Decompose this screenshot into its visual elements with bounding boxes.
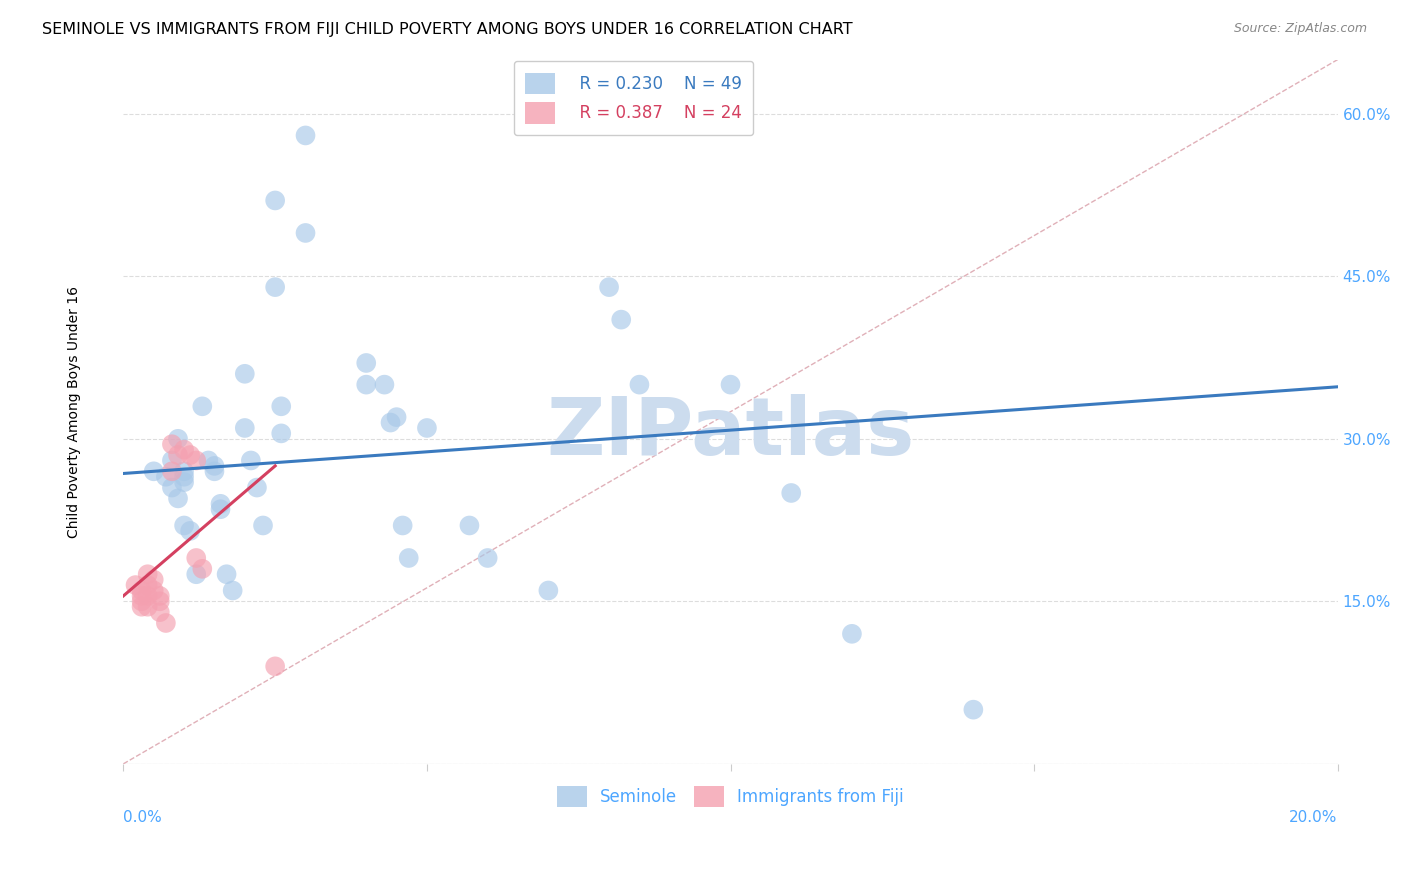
Point <box>598 280 620 294</box>
Point <box>197 453 219 467</box>
Point <box>270 399 292 413</box>
Text: SEMINOLE VS IMMIGRANTS FROM FIJI CHILD POVERTY AMONG BOYS UNDER 16 CORRELATION C: SEMINOLE VS IMMIGRANTS FROM FIJI CHILD P… <box>42 22 853 37</box>
Point <box>186 551 208 566</box>
Point <box>239 453 262 467</box>
Point <box>131 599 153 614</box>
Point <box>628 377 651 392</box>
Text: Source: ZipAtlas.com: Source: ZipAtlas.com <box>1233 22 1367 36</box>
Point <box>191 399 214 413</box>
Point <box>233 367 256 381</box>
Point <box>131 589 153 603</box>
Point <box>136 599 159 614</box>
Point <box>167 491 190 506</box>
Point <box>155 469 177 483</box>
Point <box>398 551 420 566</box>
Point <box>264 280 287 294</box>
Point <box>160 437 183 451</box>
Point <box>294 226 316 240</box>
Point <box>160 481 183 495</box>
Point <box>416 421 439 435</box>
Point <box>610 312 633 326</box>
Text: Child Poverty Among Boys Under 16: Child Poverty Among Boys Under 16 <box>67 285 82 538</box>
Point <box>204 464 226 478</box>
Point <box>458 518 481 533</box>
Point <box>160 464 183 478</box>
Point <box>354 377 377 392</box>
Point <box>209 497 232 511</box>
Point <box>385 410 408 425</box>
Point <box>149 589 172 603</box>
Text: 20.0%: 20.0% <box>1289 810 1337 824</box>
Point <box>173 518 195 533</box>
Point <box>149 594 172 608</box>
Point <box>391 518 413 533</box>
Text: ZIPatlas: ZIPatlas <box>547 394 915 472</box>
Point <box>380 416 402 430</box>
Legend: Seminole, Immigrants from Fiji: Seminole, Immigrants from Fiji <box>546 774 915 819</box>
Point <box>173 469 195 483</box>
Point <box>136 589 159 603</box>
Point <box>233 421 256 435</box>
Point <box>537 583 560 598</box>
Point <box>131 594 153 608</box>
Point <box>252 518 274 533</box>
Point <box>167 448 190 462</box>
Point <box>173 475 195 490</box>
Point <box>373 377 395 392</box>
Point <box>191 562 214 576</box>
Point <box>780 486 803 500</box>
Point <box>173 442 195 457</box>
Point <box>264 194 287 208</box>
Point <box>136 578 159 592</box>
Point <box>294 128 316 143</box>
Point <box>264 659 287 673</box>
Point <box>246 481 269 495</box>
Point <box>155 615 177 630</box>
Point <box>204 458 226 473</box>
Point <box>131 583 153 598</box>
Point <box>136 567 159 582</box>
Point <box>173 464 195 478</box>
Point <box>160 453 183 467</box>
Point <box>209 502 232 516</box>
Text: 0.0%: 0.0% <box>124 810 162 824</box>
Point <box>221 583 243 598</box>
Point <box>124 578 146 592</box>
Point <box>477 551 499 566</box>
Point <box>142 464 165 478</box>
Point <box>149 605 172 619</box>
Point <box>354 356 377 370</box>
Point <box>186 453 208 467</box>
Point <box>720 377 742 392</box>
Point <box>167 432 190 446</box>
Point <box>841 627 863 641</box>
Point <box>179 448 201 462</box>
Point <box>142 573 165 587</box>
Point <box>215 567 238 582</box>
Point <box>270 426 292 441</box>
Point <box>142 583 165 598</box>
Point <box>179 524 201 538</box>
Point <box>962 703 984 717</box>
Point <box>186 567 208 582</box>
